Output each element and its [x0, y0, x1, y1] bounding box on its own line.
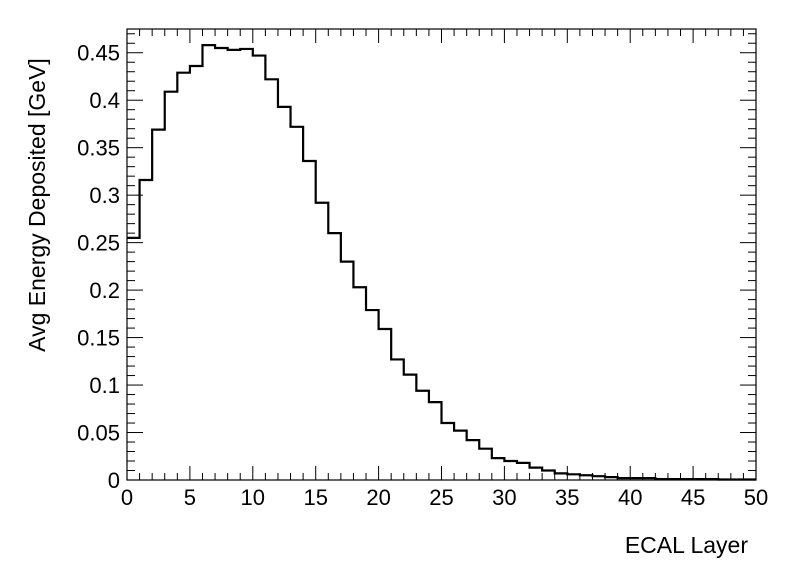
x-tick-label: 15: [303, 485, 327, 510]
y-tick-label: 0.45: [77, 41, 120, 66]
x-tick-label: 40: [618, 485, 642, 510]
y-tick-label: 0.25: [77, 231, 120, 256]
y-tick-label: 0.15: [77, 326, 120, 351]
x-tick-label: 50: [744, 485, 768, 510]
x-tick-label: 5: [184, 485, 196, 510]
y-tick-label: 0: [108, 468, 120, 493]
x-tick-label: 45: [681, 485, 705, 510]
y-tick-label: 0.05: [77, 421, 120, 446]
x-tick-labels: 0 5 10 15 20 25 30 35 40 45 50: [121, 485, 768, 510]
y-tick-label: 0.4: [89, 88, 120, 113]
y-axis-title: Avg Energy Deposited [GeV]: [24, 58, 50, 352]
histogram-series: [127, 44, 756, 481]
y-tick-label: 0.35: [77, 136, 120, 161]
x-axis-title: ECAL Layer: [625, 532, 748, 558]
y-tick-labels: 0 0.05 0.1 0.15 0.2 0.25 0.3 0.35 0.4 0.45: [77, 41, 120, 493]
x-tick-label: 20: [366, 485, 390, 510]
x-tick-label: 0: [121, 485, 133, 510]
y-tick-label: 0.1: [89, 373, 120, 398]
axis-ticks: [126, 29, 757, 481]
y-tick-label: 0.2: [89, 278, 120, 303]
x-tick-label: 25: [429, 485, 453, 510]
x-tick-label: 30: [492, 485, 516, 510]
y-tick-label: 0.3: [89, 183, 120, 208]
x-tick-label: 35: [555, 485, 579, 510]
x-tick-label: 10: [241, 485, 265, 510]
